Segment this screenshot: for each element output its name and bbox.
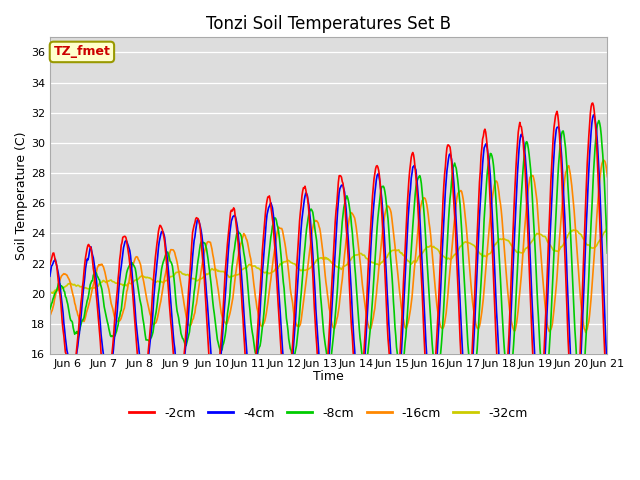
X-axis label: Time: Time — [314, 371, 344, 384]
Y-axis label: Soil Temperature (C): Soil Temperature (C) — [15, 132, 28, 260]
Title: Tonzi Soil Temperatures Set B: Tonzi Soil Temperatures Set B — [206, 15, 451, 33]
Legend: -2cm, -4cm, -8cm, -16cm, -32cm: -2cm, -4cm, -8cm, -16cm, -32cm — [124, 402, 533, 424]
Text: TZ_fmet: TZ_fmet — [54, 46, 110, 59]
